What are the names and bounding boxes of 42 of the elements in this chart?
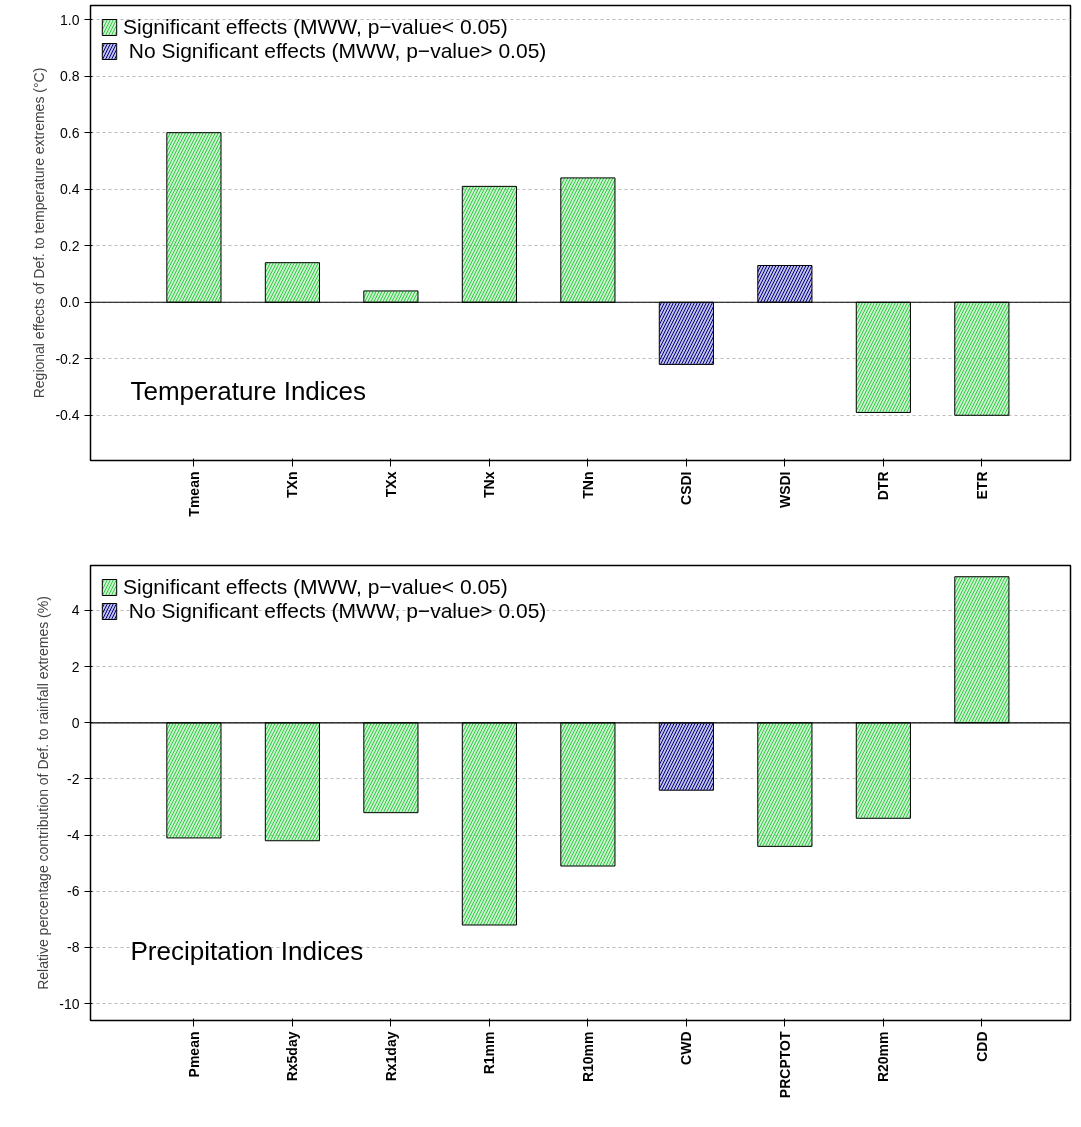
x-tick-label: TXn	[284, 471, 301, 498]
x-tick-label: CDD	[973, 1031, 990, 1062]
y-tick-label: 2	[71, 658, 80, 675]
y-tick-label: 0.2	[60, 237, 80, 254]
y-tick-label: 0.0	[60, 294, 80, 311]
x-tick-label: Pmean	[185, 1031, 202, 1078]
y-axis-title: Regional effects of Def. to temperature extremes (°C)	[31, 67, 48, 399]
y-tick-label: -10	[59, 995, 80, 1012]
x-tick-label: CSDI	[678, 471, 695, 505]
x-tick-label: WSDI	[776, 471, 793, 509]
y-tick-label: -8	[67, 939, 80, 956]
legend-label: No Significant effects (MWW, p−value> 0.05)	[127, 39, 547, 63]
x-tick-label: TNx	[481, 471, 498, 498]
annotation: Precipitation Indices	[130, 935, 364, 966]
legend-label: Significant effects (MWW, p−value< 0.05)	[123, 575, 508, 599]
x-tick-label: PRCPTOT	[776, 1031, 793, 1099]
y-axis-title: Relative percentage contribution of Def. to rainfall extremes (%)	[35, 596, 52, 990]
annotation: Temperature Indices	[130, 375, 367, 406]
x-tick-label: DTR	[875, 471, 892, 501]
legend-label: No Significant effects (MWW, p−value> 0.05)	[127, 599, 547, 623]
y-tick-label: 4	[71, 602, 80, 619]
y-tick-label: -2	[67, 770, 80, 787]
x-tick-label: CWD	[678, 1031, 695, 1065]
y-tick-label: 0.4	[60, 181, 80, 198]
y-tick-label: 0.8	[60, 68, 80, 85]
x-tick-label: R10mm	[579, 1031, 596, 1083]
y-tick-label: -6	[67, 883, 80, 900]
x-tick-label: R20mm	[875, 1031, 892, 1083]
x-tick-label: ETR	[973, 471, 990, 500]
x-tick-label: TNn	[579, 471, 596, 499]
x-tick-label: Rx5day	[284, 1031, 301, 1082]
y-tick-label: -4	[67, 827, 80, 844]
legend-label: Significant effects (MWW, p−value< 0.05)	[123, 15, 508, 39]
y-tick-label: 1.0	[60, 11, 80, 28]
y-tick-label: 0	[71, 714, 80, 731]
y-tick-label: -0.2	[55, 350, 80, 367]
y-tick-label: 0.6	[60, 124, 80, 141]
x-tick-label: TXx	[382, 471, 399, 498]
x-tick-label: Tmean	[185, 471, 202, 517]
x-tick-label: Rx1day	[382, 1031, 399, 1082]
y-tick-label: -0.4	[55, 407, 80, 424]
x-tick-label: R1mm	[481, 1031, 498, 1075]
